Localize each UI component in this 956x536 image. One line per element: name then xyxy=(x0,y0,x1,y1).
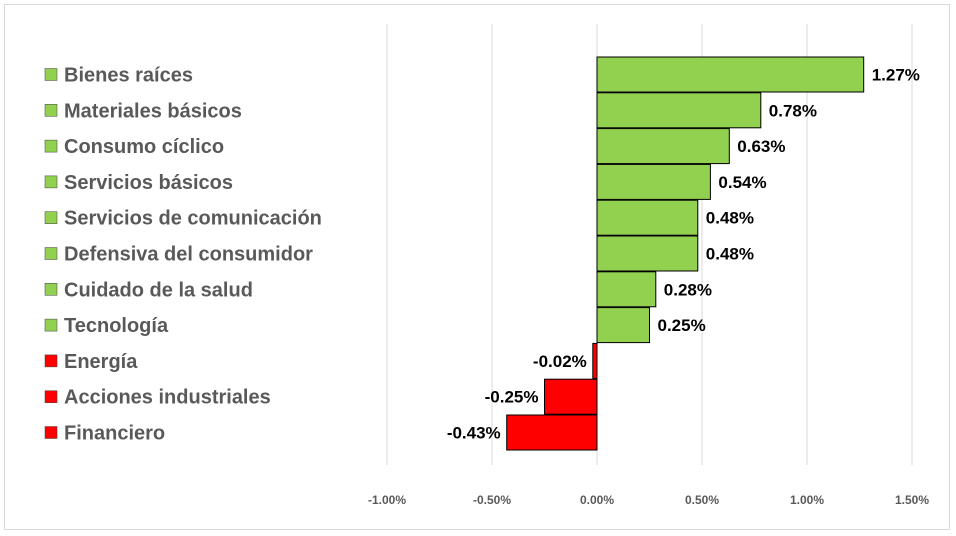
x-tick-label: -0.50% xyxy=(473,493,511,507)
bar xyxy=(596,128,730,165)
category-label: Servicios de comunicación xyxy=(64,208,322,230)
legend-swatch xyxy=(44,247,58,260)
bar-value-label: 0.28% xyxy=(664,280,712,299)
category-label: Defensiva del consumidor xyxy=(64,244,313,266)
x-tick-label: 1.50% xyxy=(895,493,929,507)
bar xyxy=(596,92,762,129)
bar xyxy=(592,342,598,379)
category-label: Financiero xyxy=(64,423,165,445)
legend-swatch xyxy=(44,283,58,296)
bar-value-label: 0.48% xyxy=(706,209,754,228)
bar xyxy=(596,56,865,93)
category-label: Materiales básicos xyxy=(64,100,242,122)
bar-value-label: 0.63% xyxy=(737,137,785,156)
category-label: Consumo cíclico xyxy=(64,136,224,158)
bar-value-label: -0.43% xyxy=(447,424,501,443)
x-tick-label: -1.00% xyxy=(368,493,406,507)
bar xyxy=(596,199,699,236)
bar-value-label: 1.27% xyxy=(872,66,920,85)
category-label: Bienes raíces xyxy=(64,65,193,87)
legend-swatch xyxy=(44,390,58,403)
bar-value-label: 0.48% xyxy=(706,245,754,264)
legend-swatch xyxy=(44,175,58,189)
legend-swatch xyxy=(44,68,58,81)
legend-swatch xyxy=(44,211,58,224)
legend-swatch xyxy=(44,104,58,117)
bar-value-label: -0.25% xyxy=(485,388,539,407)
category-label: Cuidado de la salud xyxy=(64,279,253,301)
bar xyxy=(506,414,598,451)
x-tick-label: 1.00% xyxy=(790,493,824,507)
bar xyxy=(596,271,657,308)
bar xyxy=(544,378,598,415)
legend-swatch xyxy=(44,318,58,332)
bar-value-label: -0.02% xyxy=(533,352,587,371)
legend-swatch xyxy=(44,354,58,368)
category-label: Tecnología xyxy=(64,315,169,337)
bar xyxy=(596,235,699,272)
x-tick-label: 0.50% xyxy=(685,493,719,507)
legend-swatch xyxy=(44,426,58,439)
category-label: Servicios básicos xyxy=(64,172,233,194)
category-label: Energía xyxy=(64,351,138,373)
bar xyxy=(596,163,711,200)
bar-value-label: 0.25% xyxy=(658,316,706,335)
x-tick-label: 0.00% xyxy=(580,493,614,507)
bar xyxy=(596,307,650,344)
bar-value-label: 0.78% xyxy=(769,101,817,120)
bar-value-label: 0.54% xyxy=(718,173,766,192)
legend-swatch xyxy=(44,139,58,153)
category-label: Acciones industriales xyxy=(64,387,271,409)
